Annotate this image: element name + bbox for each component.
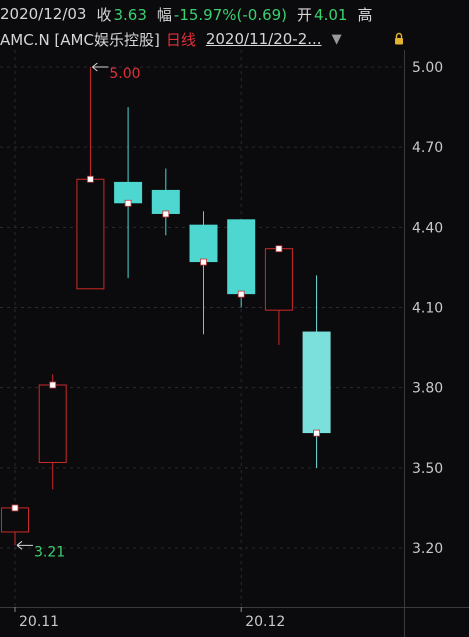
quote-date: 2020/12/03 bbox=[0, 5, 87, 23]
y-tick-label: 4.70 bbox=[412, 140, 443, 156]
close-marker bbox=[313, 429, 321, 437]
y-tick-label: 3.20 bbox=[412, 541, 443, 557]
change-value: -15.97%(-0.69) bbox=[173, 5, 288, 24]
candle-body[interactable] bbox=[264, 248, 293, 311]
close-marker bbox=[11, 504, 19, 512]
change-label: 幅 bbox=[156, 5, 172, 24]
y-tick-label: 3.80 bbox=[412, 381, 443, 397]
low-price-arrow bbox=[16, 540, 33, 550]
candle-body[interactable] bbox=[76, 178, 105, 290]
close-label: 收 bbox=[96, 5, 112, 24]
x-tick-label: 20.12 bbox=[245, 614, 285, 630]
close-field: 收 3.63 bbox=[96, 4, 146, 25]
date-range-link[interactable]: 2020/11/20-2... bbox=[205, 30, 322, 48]
period-selector[interactable]: 日线 bbox=[165, 30, 196, 49]
chart-title-bar: AMC.N [AMC娱乐控股] 日线 2020/11/20-2... ▼ bbox=[0, 28, 469, 50]
close-marker bbox=[237, 290, 245, 298]
high-label: 高 bbox=[357, 5, 373, 24]
close-value: 3.63 bbox=[113, 5, 147, 24]
close-marker bbox=[200, 258, 207, 266]
open-value: 4.01 bbox=[314, 5, 348, 24]
open-field: 开 4.01 bbox=[297, 4, 347, 25]
candle-body[interactable] bbox=[151, 189, 180, 214]
candle-body[interactable] bbox=[302, 331, 331, 434]
candle-body[interactable] bbox=[189, 224, 218, 263]
high-price-arrow bbox=[92, 62, 109, 72]
change-field: 幅 -15.97%(-0.69) bbox=[157, 4, 287, 25]
lock-icon[interactable] bbox=[394, 32, 404, 45]
close-marker bbox=[87, 175, 94, 183]
y-tick-label: 4.10 bbox=[412, 301, 443, 317]
symbol-name: AMC.N [AMC娱乐控股] bbox=[0, 30, 160, 49]
candle-body[interactable] bbox=[1, 507, 29, 533]
close-marker bbox=[162, 210, 170, 218]
open-label: 开 bbox=[297, 5, 313, 24]
candle-body[interactable] bbox=[38, 384, 67, 463]
close-marker bbox=[49, 381, 57, 389]
triangle-down-icon[interactable]: ▼ bbox=[331, 31, 342, 47]
x-tick-label: 20.11 bbox=[19, 614, 59, 630]
low-price-label: 3.21 bbox=[34, 544, 65, 560]
y-tick-label: 4.40 bbox=[412, 220, 443, 236]
quote-info-bar: 2020/12/03 收 3.63 幅 -15.97%(-0.69) 开 4.01 高 bbox=[0, 0, 469, 28]
close-marker bbox=[275, 245, 283, 253]
y-tick-label: 3.50 bbox=[412, 461, 443, 477]
close-marker bbox=[124, 199, 132, 207]
high-price-label: 5.00 bbox=[109, 66, 140, 82]
y-tick-label: 5.00 bbox=[412, 60, 443, 76]
candle-body[interactable] bbox=[114, 181, 143, 204]
candle-body[interactable] bbox=[227, 219, 256, 295]
